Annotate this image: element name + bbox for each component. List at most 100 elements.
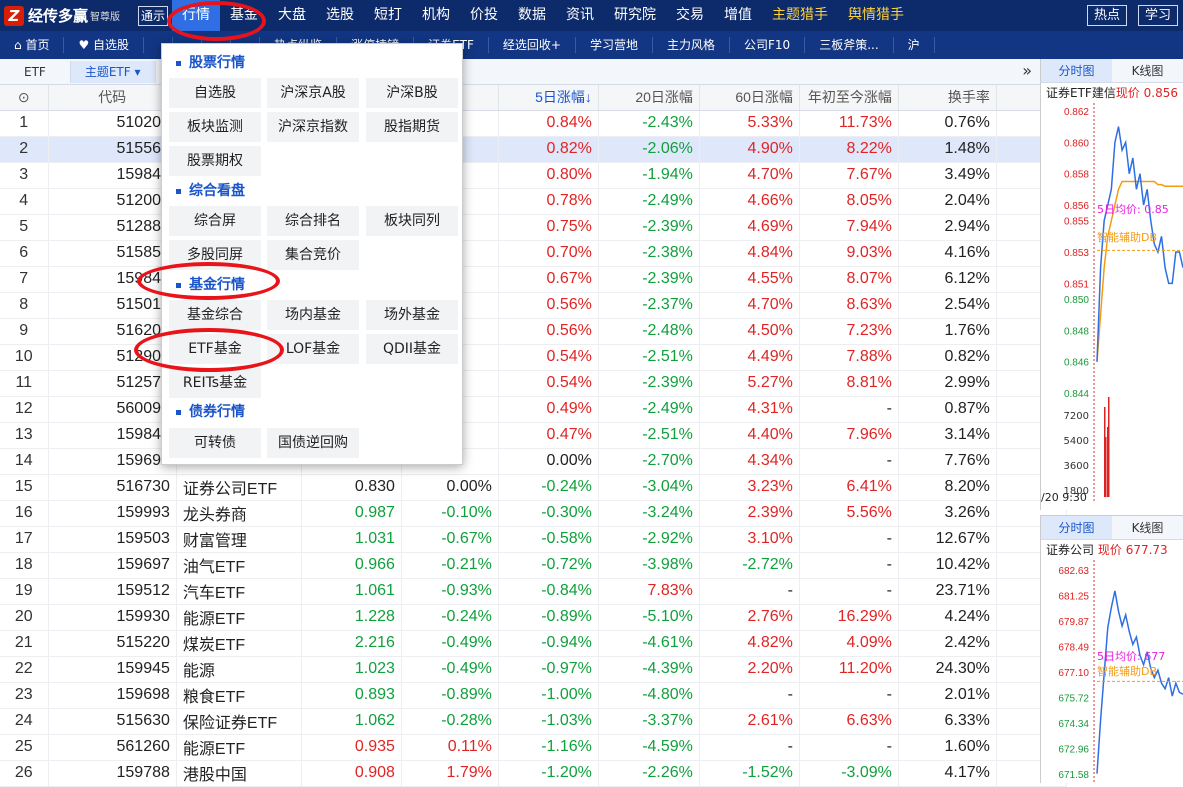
tab-etf[interactable]: ETF (0, 60, 71, 83)
menu-item-stock-1[interactable]: 沪深京A股 (267, 78, 359, 108)
table-row[interactable]: 6 515850 0.70% -2.38% 4.84% 9.03% 4.16% (0, 240, 1067, 267)
col-turnover[interactable]: 换手率 (898, 85, 997, 111)
chart2-ytick: 679.87 (1058, 617, 1089, 628)
nav-item-9[interactable]: 研究院 (614, 7, 657, 23)
menu-item-bond-1[interactable]: 国债逆回购 (267, 428, 359, 458)
menu-item-stock-6[interactable]: 股票期权 (169, 146, 261, 176)
chart1-volume-bar (1104, 407, 1106, 497)
table-row[interactable]: 3 159848 0.80% -1.94% 4.70% 7.67% 3.49% (0, 162, 1067, 189)
table-row[interactable]: 25 561260 能源ETF 0.935 0.11% -1.16% -4.59% - -1.6… (0, 734, 1067, 761)
table-row[interactable]: 21 515220 煤炭ETF 2.216 -0.49% -0.94% -4.61% 4.82… (0, 630, 1067, 657)
nav-item-2[interactable]: 大盘 (278, 7, 307, 23)
nav-item-8[interactable]: 资讯 (566, 7, 595, 23)
chart1-tab-kline[interactable]: K线图 (1131, 64, 1164, 78)
table-row[interactable]: 11 512570 0.54% -2.39% 5.27% 8.81% 2.99% (0, 370, 1067, 397)
chart1-ytick: 0.860 (1064, 138, 1089, 149)
nav-item-11[interactable]: 增值 (724, 7, 753, 23)
menu-item-stock-4[interactable]: 沪深京指数 (267, 112, 359, 142)
chart1-volume-bar (1108, 397, 1110, 497)
menu-item-overview-4[interactable]: 集合竞价 (267, 240, 359, 270)
menu-item-stock-5[interactable]: 股指期货 (366, 112, 458, 142)
table-row[interactable]: 4 512000 0.78% -2.49% 4.66% 8.05% 2.04% (0, 188, 1067, 215)
60d-cell: 4.82% (699, 630, 800, 657)
code-cell: 159512 (48, 578, 177, 605)
menu-item-fund-5[interactable]: QDII基金 (366, 334, 458, 364)
table-row[interactable]: 26 159788 港股中国 0.908 1.79% -1.20% -2.26% -1.52%… (0, 760, 1067, 787)
5d-cell: 0.54% (498, 370, 599, 397)
chart1-ytick: 0.858 (1064, 170, 1089, 181)
menu-item-stock-0[interactable]: 自选股 (169, 78, 261, 108)
menu-category-0: 股票行情 (176, 52, 245, 72)
study-button[interactable]: 学习 (1138, 5, 1179, 26)
table-row[interactable]: 2 515560 0.82% -2.06% 4.90% 8.22% 1.48% (0, 136, 1067, 163)
col-20d[interactable]: 20日涨幅 (598, 85, 700, 111)
menu-item-fund-2[interactable]: 场外基金 (366, 300, 458, 330)
table-row[interactable]: 12 560090 0.49% -2.49% 4.31% -0.87% (0, 396, 1067, 423)
chart1-tab-intraday[interactable]: 分时图 (1041, 59, 1112, 82)
row-index: 8 (0, 292, 49, 319)
menu-item-bond-0[interactable]: 可转债 (169, 428, 261, 458)
table-row[interactable]: 22 159945 能源 1.023 -0.49% -0.97% -4.39% 2.20% 11… (0, 656, 1067, 683)
subnav-item-10[interactable]: 学习营地 (576, 37, 653, 53)
chart1-vtick: 1800 (1064, 486, 1089, 497)
menu-item-overview-1[interactable]: 综合排名 (267, 206, 359, 236)
change-cell: 0.11% (401, 734, 499, 761)
table-row[interactable]: 19 159512 汽车ETF 1.061 -0.93% -0.84% 7.83% - -23.… (0, 578, 1067, 605)
ytd-cell: -3.09% (799, 760, 899, 787)
menu-item-fund-6[interactable]: REITs基金 (169, 368, 261, 398)
change-cell: -0.89% (401, 682, 499, 709)
table-row[interactable]: 23 159698 粮食ETF 0.893 -0.89% -1.00% -4.80% - -2.… (0, 682, 1067, 709)
row-index: 20 (0, 604, 49, 631)
subnav-item-11[interactable]: 主力风格 (653, 37, 730, 53)
table-row[interactable]: 1 510200 0.84% -2.43% 5.33% 11.73% 0.76% (0, 110, 1067, 137)
menu-item-overview-0[interactable]: 综合屏 (169, 206, 261, 236)
subnav-item-1[interactable]: ♥ 自选股 (64, 37, 145, 53)
table-row[interactable]: 16 159993 龙头券商 0.987 -0.10% -0.30% -3.24% 2.39%… (0, 500, 1067, 527)
col-60d[interactable]: 60日涨幅 (699, 85, 800, 111)
menu-item-overview-2[interactable]: 板块同列 (366, 206, 458, 236)
code-cell: 159848 (48, 162, 177, 189)
subnav-item-9[interactable]: 经选回收+ (489, 37, 576, 53)
nav-item-10[interactable]: 交易 (676, 7, 705, 23)
chart2-tab-intraday[interactable]: 分时图 (1041, 516, 1112, 539)
menu-item-stock-2[interactable]: 沪深B股 (366, 78, 458, 108)
row-index: 3 (0, 162, 49, 189)
nav-item-yellow-1[interactable]: 舆情猎手 (848, 7, 905, 23)
expand-icon[interactable]: » (1022, 61, 1032, 80)
col-5d[interactable]: 5日涨幅↓ (498, 85, 599, 111)
nav-item-4[interactable]: 短打 (374, 7, 403, 23)
settings-icon[interactable]: ⊙ (0, 85, 49, 111)
table-row[interactable]: 13 159841 0.47% -2.51% 4.40% 7.96% 3.14% (0, 422, 1067, 449)
subnav-item-14[interactable]: 沪 (894, 37, 935, 53)
subnav-label: 经选回收+ (502, 38, 561, 52)
table-row[interactable]: 20 159930 能源ETF 1.228 -0.24% -0.89% -5.10% 2.76… (0, 604, 1067, 631)
col-code[interactable]: 代码 (48, 85, 177, 111)
subnav-item-0[interactable]: ⌂ 首页 (0, 37, 65, 53)
menu-item-fund-0[interactable]: 基金综合 (169, 300, 261, 330)
hot-button[interactable]: 热点 (1087, 5, 1128, 26)
table-row[interactable]: 8 515010 0.56% -2.37% 4.70% 8.63% 2.54% (0, 292, 1067, 319)
tongshi-button[interactable]: 通示 (138, 5, 169, 26)
menu-item-fund-1[interactable]: 场内基金 (267, 300, 359, 330)
nav-item-3[interactable]: 选股 (326, 7, 355, 23)
subnav-item-13[interactable]: 三板斧策... (805, 37, 894, 53)
5d-cell: -1.16% (498, 734, 599, 761)
menu-item-stock-3[interactable]: 板块监测 (169, 112, 261, 142)
table-row[interactable]: 5 512880 0.75% -2.39% 4.69% 7.94% 2.94% (0, 214, 1067, 241)
table-row[interactable]: 14 159692 0.00% -2.70% 4.34% -7.76% (0, 448, 1067, 475)
ytd-cell: 8.81% (799, 370, 899, 397)
col-ytd[interactable]: 年初至今涨幅 (799, 85, 899, 111)
row-index: 26 (0, 760, 49, 787)
table-row[interactable]: 17 159503 财富管理 1.031 -0.67% -0.58% -2.92% 3.10%… (0, 526, 1067, 553)
table-row[interactable]: 24 515630 保险证券ETF 1.062 -0.28% -1.03% -3.37% 2.… (0, 708, 1067, 735)
subnav-item-12[interactable]: 公司F10 (730, 37, 806, 53)
tab-theme-etf[interactable]: 主题ETF ▾ (70, 60, 156, 83)
chart2-tab-kline[interactable]: K线图 (1131, 521, 1164, 535)
nav-item-6[interactable]: 价投 (470, 7, 499, 23)
table-row[interactable]: 18 159697 油气ETF 0.966 -0.21% -0.72% -3.98% -2.7… (0, 552, 1067, 579)
table-row[interactable]: 15 516730 证券公司ETF 0.830 0.00% -0.24% -3.04% 3.2… (0, 474, 1067, 501)
change-cell: 0.00% (401, 474, 499, 501)
nav-item-yellow-0[interactable]: 主题猎手 (772, 7, 829, 23)
nav-item-7[interactable]: 数据 (518, 7, 547, 23)
nav-item-5[interactable]: 机构 (422, 7, 451, 23)
